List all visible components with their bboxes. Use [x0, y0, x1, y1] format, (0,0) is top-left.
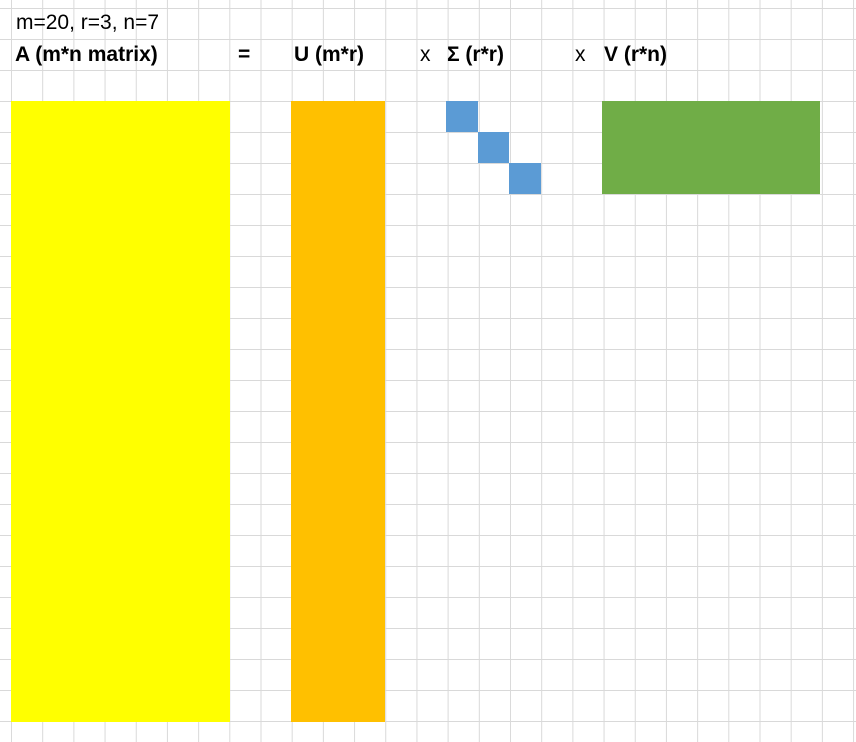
sigma-cell-2: [478, 132, 509, 163]
times-sign-1: x: [420, 43, 431, 66]
times-sign-2: x: [575, 43, 586, 66]
sigma-cell-3: [509, 163, 541, 194]
sigma-cell-1: [446, 101, 478, 132]
label-matrix-a: A (m*n matrix): [15, 43, 158, 66]
dimension-params: m=20, r=3, n=7: [16, 11, 160, 34]
matrix-a-block: [11, 101, 230, 722]
label-matrix-sigma: Σ (r*r): [447, 43, 504, 66]
matrix-u-block: [291, 101, 385, 722]
equals-sign: =: [238, 43, 251, 66]
label-matrix-v: V (r*n): [604, 43, 667, 66]
label-matrix-u: U (m*r): [294, 43, 365, 66]
matrix-v-block: [602, 101, 820, 194]
